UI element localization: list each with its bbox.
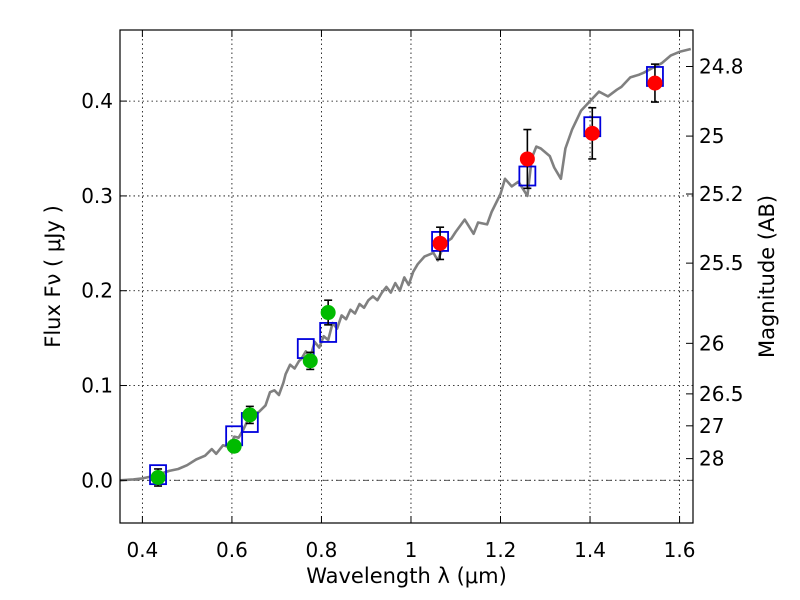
observed-point xyxy=(432,235,448,251)
y-tick-label: 0.2 xyxy=(81,279,113,303)
x-tick-label: 1.6 xyxy=(664,538,696,562)
plot-frame xyxy=(119,29,694,524)
observed-points-series xyxy=(150,75,663,485)
magnitude-tick-label: 24.8 xyxy=(699,55,744,79)
x-tick-label: 0.4 xyxy=(126,538,158,562)
axis-ticks xyxy=(120,30,693,523)
observed-point xyxy=(519,151,535,167)
x-tick-label: 1 xyxy=(405,538,418,562)
magnitude-tick-label: 25.5 xyxy=(699,251,744,275)
x-tick-label: 0.6 xyxy=(216,538,248,562)
x-tick-label: 1.2 xyxy=(485,538,517,562)
x-axis-label: Wavelength λ (μm) xyxy=(306,564,507,588)
magnitude-tick-label: 27 xyxy=(699,414,724,438)
observed-point xyxy=(584,125,600,141)
y-tick-labels: 0.0 0.1 0.2 0.3 0.4 xyxy=(81,89,113,492)
grid-lines xyxy=(120,30,693,523)
magnitude-tick-label: 25 xyxy=(699,124,724,148)
x-tick-label: 0.8 xyxy=(306,538,338,562)
observed-point xyxy=(302,353,318,369)
observed-point xyxy=(242,407,258,423)
magnitude-tick-labels: 24.8 25 25.2 25.5 26 26.5 27 28 xyxy=(699,55,744,471)
y-tick-label: 0.3 xyxy=(81,184,113,208)
magnitude-tick-label: 28 xyxy=(699,447,724,471)
magnitude-tick-label: 26 xyxy=(699,331,724,355)
y-tick-label: 0.4 xyxy=(81,89,113,113)
x-tick-labels: 0.4 0.6 0.8 1 1.2 1.4 1.6 xyxy=(126,538,695,562)
observed-point xyxy=(150,469,166,485)
magnitude-axis-label: Magnitude (AB) xyxy=(755,195,779,358)
y-tick-label: 0.0 xyxy=(81,468,113,492)
y-axis-label: Flux Fν ( μJy ) xyxy=(41,205,65,348)
observed-point xyxy=(647,75,663,91)
observed-point xyxy=(226,438,242,454)
x-tick-label: 1.4 xyxy=(574,538,606,562)
magnitude-tick-label: 25.2 xyxy=(699,182,744,206)
observed-point xyxy=(320,305,336,321)
magnitude-tick-label: 26.5 xyxy=(699,382,744,406)
y-tick-label: 0.1 xyxy=(81,374,113,398)
